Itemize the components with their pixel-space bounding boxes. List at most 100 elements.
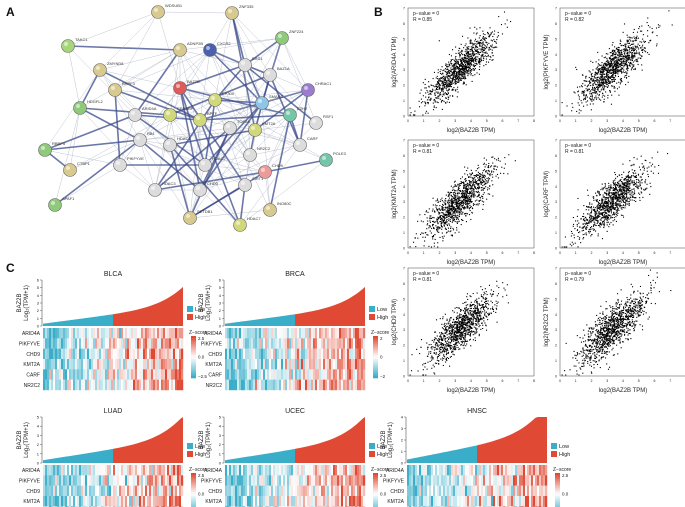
- scatter-point: [628, 61, 630, 63]
- scatter-point: [623, 187, 625, 189]
- scatter-point: [451, 201, 454, 203]
- scatter-point: [456, 74, 458, 76]
- scatter-point: [483, 175, 485, 177]
- scatter-point: [593, 92, 595, 94]
- scatter-point: [448, 53, 450, 56]
- scatter-point: [604, 216, 606, 218]
- scatter-point: [467, 207, 469, 209]
- scatter-point: [474, 187, 476, 189]
- scatter-point: [603, 87, 605, 89]
- scatter-point: [443, 224, 445, 226]
- scatter-point: [587, 206, 589, 208]
- scatter-point: [447, 208, 449, 211]
- scatter-point: [594, 81, 596, 83]
- scatter-point: [442, 209, 444, 211]
- scatter-y-label: log2(CARF TPM): [544, 171, 550, 217]
- scatter-point: [456, 81, 458, 84]
- scatter-point: [450, 85, 452, 88]
- scatter-point: [606, 218, 608, 220]
- scatter-point: [470, 61, 472, 63]
- scatter-point: [601, 68, 604, 70]
- scatter-point: [605, 65, 607, 67]
- scatter-point: [475, 41, 478, 43]
- scatter-point: [632, 172, 634, 174]
- scatter-point: [475, 181, 477, 183]
- scatter-point: [433, 220, 435, 222]
- network-edge: [139, 139, 206, 166]
- scatter-point: [430, 93, 432, 95]
- scatter-point: [443, 355, 445, 357]
- scatter-point: [449, 205, 451, 207]
- scatter-point: [466, 205, 468, 207]
- scatter-point: [437, 72, 439, 74]
- network-node: [238, 178, 252, 192]
- network-node: [233, 218, 247, 232]
- scatter-point: [608, 191, 610, 193]
- scatter-point: [610, 72, 613, 74]
- scatter-point: [594, 80, 596, 82]
- scatter-point: [478, 203, 480, 205]
- scatter-point: [594, 214, 597, 216]
- scatter-point: [611, 81, 613, 83]
- scatter-point: [608, 185, 610, 187]
- scatter-point: [461, 58, 463, 60]
- scatter-point: [456, 205, 458, 207]
- scatter-point: [583, 97, 585, 99]
- scatter-point: [453, 186, 455, 188]
- scatter-point: [618, 195, 620, 197]
- scatter-point: [583, 94, 585, 96]
- network-edge: [99, 49, 181, 71]
- scatter-point: [632, 48, 634, 50]
- scatter-point: [456, 190, 458, 192]
- scatter-point: [472, 46, 474, 48]
- scatter-point: [482, 306, 484, 308]
- scatter-point: [589, 80, 591, 82]
- scatter-point: [588, 229, 590, 231]
- scatter-point: [597, 83, 599, 85]
- scatter-point: [589, 218, 591, 220]
- scatter-point: [443, 201, 445, 203]
- scatter-point: [441, 206, 443, 208]
- scatter-point: [640, 191, 642, 193]
- scatter-point: [462, 190, 464, 193]
- scatter-point: [642, 196, 644, 198]
- scatter-point: [438, 80, 440, 82]
- scatter-point: [626, 68, 628, 70]
- scatter-point: [460, 71, 462, 73]
- scatter-point: [472, 208, 474, 210]
- scatter-point: [460, 224, 462, 226]
- scatter-point: [490, 39, 492, 41]
- scatter-point: [424, 87, 426, 89]
- network-edge: [229, 127, 271, 211]
- scatter-point: [446, 76, 449, 78]
- scatter-point: [461, 78, 463, 80]
- scatter-point: [485, 61, 488, 63]
- scatter-point: [572, 106, 574, 108]
- scatter-point: [424, 83, 426, 86]
- scatter-point: [478, 187, 481, 189]
- scatter-point: [457, 201, 460, 203]
- scatter-point: [615, 57, 617, 59]
- network-edge: [114, 89, 216, 101]
- scatter-point: [454, 194, 456, 196]
- scatter-point: [625, 177, 627, 180]
- scatter-point: [641, 69, 643, 71]
- scatter-point: [472, 178, 474, 180]
- scatter-point: [452, 201, 454, 203]
- scatter-point: [589, 207, 591, 209]
- scatter-point: [611, 205, 613, 207]
- scatter-point: [442, 209, 444, 211]
- scatter-point: [482, 179, 484, 181]
- scatter-point: [608, 65, 611, 67]
- scatter-point: [454, 335, 456, 337]
- scatter-point: [595, 199, 597, 201]
- scatter-point: [441, 327, 443, 329]
- scatter-point: [642, 48, 644, 50]
- scatter-point: [606, 210, 608, 212]
- scatter-point: [582, 233, 584, 236]
- scatter-point: [598, 216, 600, 218]
- scatter-point: [462, 211, 464, 213]
- scatter-points: [409, 154, 516, 248]
- scatter-point: [461, 60, 463, 62]
- scatter-point: [493, 39, 495, 41]
